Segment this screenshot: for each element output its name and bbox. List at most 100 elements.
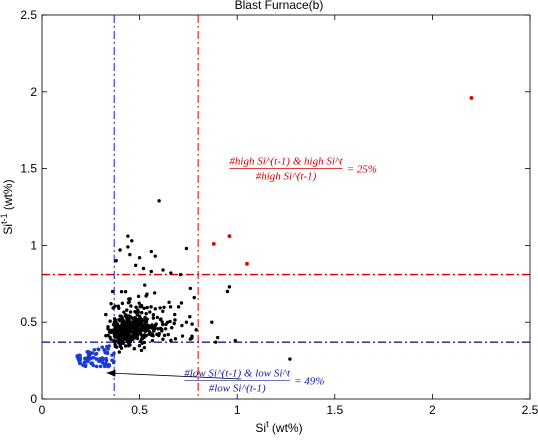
chart-title: Blast Furnace(b) [235,0,324,12]
normal-point [119,290,124,294]
y-axis-label-sup: t-1 [0,213,9,224]
normal-point [106,325,110,329]
normal-point [126,344,131,348]
low-point [94,364,99,369]
normal-point [127,331,132,336]
normal-point [143,283,147,287]
low-point [92,347,97,352]
y-tick-label: 0.5 [20,315,37,329]
normal-point [215,335,220,340]
normal-point [121,341,125,345]
low-point [96,347,100,351]
normal-point [128,252,132,257]
normal-point [128,339,133,344]
normal-point [142,335,146,340]
normal-point [151,313,156,317]
normal-point [125,308,129,312]
high-point [227,234,232,239]
ratio-denominator: #high Si^(t-1) [256,171,317,183]
normal-point [179,301,184,305]
normal-point [129,304,133,308]
y-axis-label: Sit-1 (wt%) [0,179,15,234]
normal-point [178,272,183,277]
x-tick-label: 2 [429,403,436,417]
normal-point [153,323,158,328]
normal-point [180,334,185,338]
normal-point [112,320,117,324]
y-tick-label: 0 [30,392,37,406]
normal-point [142,340,147,345]
normal-point [116,304,121,308]
normal-point [167,300,171,304]
normal-point [168,319,172,324]
normal-point [117,317,121,322]
normal-point [188,337,193,341]
normal-point [160,320,164,324]
normal-point [140,317,144,322]
normal-point [134,310,139,315]
normal-point [125,339,130,344]
normal-point [169,338,173,343]
ratio-value: = 49% [294,376,324,388]
normal-point [165,320,170,325]
normal-point [132,347,136,351]
y-axis-label-main: Si [1,224,15,235]
normal-point [120,321,125,325]
normal-point [120,301,125,306]
normal-point [130,316,135,320]
ratio-value: = 25% [347,164,377,176]
normal-point [169,271,173,275]
y-tick-label: 1 [30,238,37,252]
x-axis-label-main: Si [255,421,266,435]
normal-point [124,315,129,319]
normal-point [184,246,189,251]
normal-point [110,289,115,294]
high-points [211,96,474,266]
low-point [93,352,98,356]
normal-point [161,268,165,272]
normal-point [122,310,126,314]
normal-point [135,336,140,341]
normal-point [188,315,192,319]
arrow-head [106,369,116,377]
normal-point [157,199,161,203]
normal-point [122,337,127,341]
arrow-shaft [106,372,242,380]
low-point [98,364,103,369]
normal-point [288,357,292,361]
low-point [106,347,110,351]
y-tick-label: 2 [30,85,37,99]
x-tick-label: 1 [234,403,241,417]
normal-point [136,331,140,335]
normal-point [126,234,130,238]
normal-point [124,320,128,324]
normal-point [137,301,141,305]
normal-point [188,286,193,291]
low-point [111,360,116,365]
normal-point [136,294,141,299]
normal-point [140,310,144,315]
normal-point [190,322,194,326]
normal-point [159,317,163,321]
normal-point [123,290,128,294]
normal-point [130,239,134,243]
normal-point [113,328,118,332]
normal-point [151,326,156,330]
normal-point [170,326,174,330]
normal-point [148,310,152,314]
normal-point [139,339,143,343]
x-tick-label: 0.5 [131,403,148,417]
low-point [86,349,91,354]
low-point [89,356,94,360]
normal-point [128,324,133,328]
normal-point [128,310,133,314]
normal-point [157,331,161,336]
annotations: #high Si^(t-1) & high Si^t #high Si^(t-1)… [106,156,377,395]
normal-point [118,344,123,349]
high-point [245,261,249,266]
normal-point [118,335,122,339]
normal-point [145,305,149,310]
low-point [81,363,85,368]
normal-point [210,320,214,324]
